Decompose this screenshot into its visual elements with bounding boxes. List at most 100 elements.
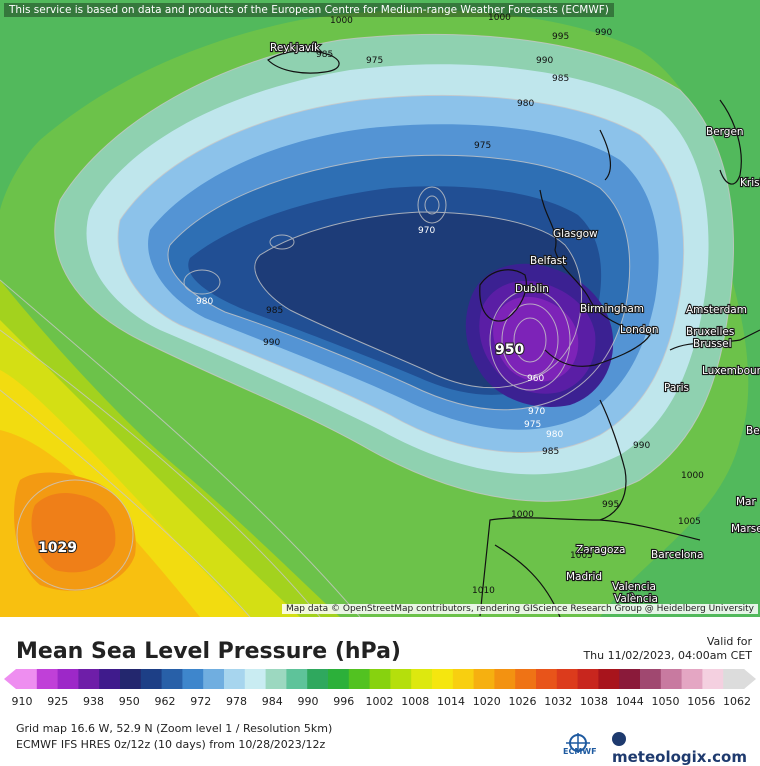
scale-swatch — [702, 669, 724, 689]
isobar-label: 970 — [528, 407, 545, 417]
scale-swatch — [411, 669, 433, 689]
city-label: Valencia — [612, 581, 656, 593]
scale-tick-label: 972 — [190, 695, 212, 708]
scale-swatch — [348, 669, 371, 689]
legend-panel: Mean Sea Level Pressure (hPa) Valid for … — [0, 617, 760, 766]
scale-tick-label: 1002 — [365, 695, 394, 708]
city-label: Bruxelles — [686, 326, 734, 338]
meteologix-brand[interactable]: meteologix.com — [612, 730, 760, 766]
scale-swatch — [328, 669, 350, 689]
city-label: Barcelona — [651, 549, 703, 561]
isobar-label: 985 — [316, 50, 333, 60]
isobar-label: 1005 — [678, 517, 701, 527]
brand-text: meteologix.com — [612, 748, 747, 766]
scale-tick-label: 1008 — [401, 695, 430, 708]
city-label: Amsterdam — [686, 304, 747, 316]
city-label: Madrid — [566, 571, 602, 583]
isobar-label: 990 — [595, 28, 612, 38]
scale-swatch — [556, 669, 579, 689]
model-info: ECMWF IFS HRES 0z/12z (10 days) from 10/… — [16, 738, 326, 751]
isobar-label: 980 — [546, 430, 563, 440]
scale-swatch — [140, 669, 163, 689]
scale-swatch — [182, 669, 204, 689]
pressure-map[interactable]: This service is based on data and produc… — [0, 0, 760, 618]
map-attribution: Map data © OpenStreetMap contributors, r… — [282, 604, 758, 614]
isobar-label: 985 — [266, 306, 283, 316]
city-label: Be — [746, 425, 760, 437]
isobar-label: 995 — [602, 500, 619, 510]
scale-swatch — [265, 669, 287, 689]
scale-arrow-left — [4, 669, 16, 689]
city-label: Belfast — [530, 255, 566, 267]
scale-swatch — [286, 669, 308, 689]
scale-tick-label: 1050 — [651, 695, 680, 708]
scale-swatch — [390, 669, 412, 689]
scale-swatch — [452, 669, 475, 689]
scale-swatch — [57, 669, 79, 689]
scale-tick-label: 1032 — [544, 695, 573, 708]
ecmwf-label: ECMWF — [563, 747, 597, 756]
scale-tick-label: 1026 — [508, 695, 537, 708]
isobar-label: 990 — [536, 56, 553, 66]
scale-swatch — [307, 669, 329, 689]
city-label: Glasgow — [553, 228, 598, 240]
city-label: Luxembourg — [702, 365, 760, 377]
scale-swatch — [203, 669, 225, 689]
isobar-label: 985 — [542, 447, 559, 457]
isobar-label: 1000 — [488, 13, 511, 23]
isobar-label: 975 — [474, 141, 491, 151]
scale-swatch — [78, 669, 100, 689]
isobar-label: 1000 — [681, 471, 704, 481]
pressure-map-canvas: This service is based on data and produc… — [0, 0, 760, 618]
city-label: Birmingham — [580, 303, 644, 315]
isobar-label: 985 — [552, 74, 569, 84]
isobar-label: 1005 — [570, 551, 593, 561]
legend-title: Mean Sea Level Pressure (hPa) — [16, 639, 401, 664]
isobar-label: 1010 — [472, 586, 495, 596]
scale-swatch — [16, 669, 38, 689]
scale-tick-label: 950 — [118, 695, 140, 708]
scale-swatch — [577, 669, 599, 689]
isobar-label: 1000 — [511, 510, 534, 520]
scale-tick-label: 990 — [297, 695, 319, 708]
scale-swatch — [161, 669, 183, 689]
isobar-label: 990 — [633, 441, 650, 451]
scale-arrow-right — [744, 669, 756, 689]
scale-tick-label: 910 — [11, 695, 33, 708]
scale-swatch — [432, 669, 454, 689]
scale-swatch — [681, 669, 703, 689]
scale-swatch — [619, 669, 641, 689]
scale-tick-label: 1044 — [615, 695, 644, 708]
scale-tick-label: 978 — [226, 695, 247, 708]
grid-info: Grid map 16.6 W, 52.9 N (Zoom level 1 / … — [16, 722, 333, 735]
valid-time: Thu 11/02/2023, 04:00am CET — [583, 649, 752, 662]
color-scale-bar — [4, 669, 756, 689]
scale-tick-label: 1056 — [687, 695, 716, 708]
scale-swatch — [536, 669, 558, 689]
scale-tick-label: 1062 — [723, 695, 751, 708]
isobar-label: 980 — [196, 297, 213, 307]
scale-swatch — [369, 669, 391, 689]
color-scale-ticks: 910 925 938 950 962 972 978 984 990 996 1002 1008 10… — [12, 695, 752, 709]
scale-swatch — [99, 669, 121, 689]
city-label: Reykjavík — [270, 42, 321, 54]
isobar-label: 970 — [418, 226, 435, 236]
city-label: Paris — [664, 382, 689, 394]
city-label: London — [620, 324, 659, 336]
scale-swatch — [473, 669, 495, 689]
isobar-label: 980 — [517, 99, 534, 109]
scale-tick-label: 996 — [333, 695, 355, 708]
city-label: València — [614, 593, 658, 605]
scale-tick-label: 984 — [261, 695, 283, 708]
city-label: Marse — [731, 523, 760, 535]
scale-swatch — [244, 669, 267, 689]
scale-swatch — [640, 669, 662, 689]
scale-swatch — [515, 669, 537, 689]
isobar-label: 975 — [366, 56, 383, 66]
valid-label: Valid for — [706, 635, 752, 648]
city-label: Bergen — [706, 126, 744, 138]
ecmwf-notice: This service is based on data and produc… — [4, 3, 614, 17]
city-label: Krist — [740, 177, 760, 189]
scale-tick-label: 1014 — [437, 695, 465, 708]
scale-swatch — [120, 669, 142, 689]
